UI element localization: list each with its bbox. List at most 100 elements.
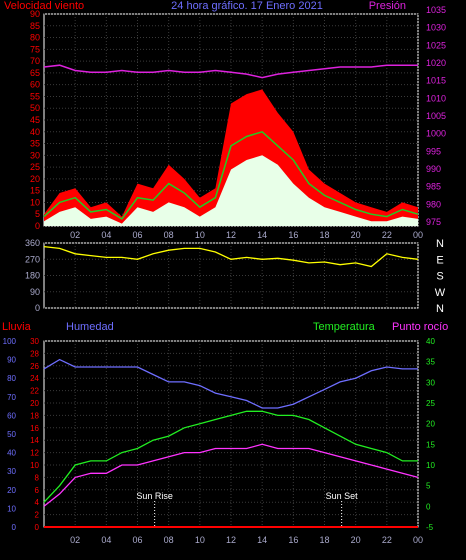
humidity-tick-label: 10 xyxy=(7,504,16,513)
humidity-line xyxy=(43,358,418,409)
humidity-tick-label: 60 xyxy=(7,411,16,420)
wind-tick-label: 10 xyxy=(30,197,40,207)
rain-tick-label: 16 xyxy=(30,424,39,433)
rain-tick-label: 6 xyxy=(35,486,40,495)
wind-tick-label: 5 xyxy=(35,209,40,219)
rain-tick-label: 30 xyxy=(30,337,39,346)
pressure-tick-label: 1000 xyxy=(426,129,446,139)
wind-tick-label: 65 xyxy=(30,68,40,78)
x-tick-label: 10 xyxy=(195,535,205,545)
x-tick-label: 04 xyxy=(101,230,111,240)
humidity-tick-label: 20 xyxy=(7,486,16,495)
wind-tick-label: 0 xyxy=(35,221,40,231)
x-tick-label: 18 xyxy=(319,535,329,545)
wind-tick-label: 60 xyxy=(30,80,40,90)
x-tick-label: 02 xyxy=(70,535,80,545)
wind-speed-label: Velocidad viento xyxy=(4,0,84,12)
wind-tick-label: 80 xyxy=(30,33,40,43)
compass-label: W xyxy=(435,287,446,299)
pressure-tick-label: 980 xyxy=(426,199,441,209)
rain-tick-label: 20 xyxy=(30,399,39,408)
temperature-tick-label: 10 xyxy=(426,461,435,470)
compass-label: S xyxy=(436,271,443,283)
humidity-tick-label: 100 xyxy=(3,337,17,346)
rain-tick-label: 8 xyxy=(35,473,40,482)
humidity-tick-label: 50 xyxy=(7,430,16,439)
pressure-tick-label: 1015 xyxy=(426,76,446,86)
wind-tick-label: 30 xyxy=(30,150,40,160)
x-tick-label: 16 xyxy=(288,230,298,240)
x-tick-label: 08 xyxy=(164,230,174,240)
rain-tick-label: 4 xyxy=(35,498,40,507)
temperature-tick-label: 0 xyxy=(426,502,431,511)
humidity-tick-label: 80 xyxy=(7,374,16,383)
direction-tick-label: 270 xyxy=(25,254,40,264)
rain-tick-label: 2 xyxy=(35,511,40,520)
temperature-tick-label: 40 xyxy=(426,337,435,346)
compass-label: E xyxy=(436,254,443,266)
direction-tick-label: 180 xyxy=(25,271,40,281)
pressure-line xyxy=(43,64,418,79)
x-tick-label: 16 xyxy=(288,535,298,545)
wind-tick-label: 90 xyxy=(30,9,40,19)
pressure-tick-label: 985 xyxy=(426,182,441,192)
x-tick-label: 00 xyxy=(413,535,423,545)
pressure-tick-label: 995 xyxy=(426,146,441,156)
x-tick-label: 14 xyxy=(257,535,267,545)
temperature-humidity-plot: 0102030405060708090100024681012141618202… xyxy=(3,337,436,545)
temperature-tick-label: 25 xyxy=(426,399,435,408)
rain-tick-label: 18 xyxy=(30,411,39,420)
rain-tick-label: 0 xyxy=(35,523,40,532)
pressure-tick-label: 990 xyxy=(426,164,441,174)
rain-label: Lluvia xyxy=(2,321,32,333)
rain-tick-label: 28 xyxy=(30,349,39,358)
wind-tick-label: 50 xyxy=(30,103,40,113)
temperature-tick-label: 30 xyxy=(426,378,435,387)
x-tick-label: 20 xyxy=(351,535,361,545)
compass-label: N xyxy=(436,303,444,315)
temperature-tick-label: 20 xyxy=(426,420,435,429)
x-tick-label: 02 xyxy=(70,230,80,240)
pressure-tick-label: 1010 xyxy=(426,93,446,103)
rain-tick-label: 24 xyxy=(30,374,39,383)
x-tick-label: 22 xyxy=(382,535,392,545)
wind-tick-label: 20 xyxy=(30,174,40,184)
temperature-tick-label: 15 xyxy=(426,440,435,449)
rain-tick-label: 12 xyxy=(30,449,39,458)
x-tick-label: 00 xyxy=(413,230,423,240)
dewpoint-label: Punto rocío xyxy=(392,321,448,333)
direction-tick-label: 360 xyxy=(25,238,40,248)
pressure-tick-label: 975 xyxy=(426,217,441,227)
rain-tick-label: 10 xyxy=(30,461,39,470)
pressure-tick-label: 1030 xyxy=(426,23,446,33)
compass-label: N xyxy=(436,238,444,250)
x-tick-label: 22 xyxy=(382,230,392,240)
pressure-tick-label: 1025 xyxy=(426,40,446,50)
pressure-tick-label: 1035 xyxy=(426,5,446,15)
rain-tick-label: 26 xyxy=(30,362,39,371)
rain-tick-label: 22 xyxy=(30,387,39,396)
chart-title: 24 hora gráfico. 17 Enero 2021 xyxy=(171,0,323,12)
wind-tick-label: 35 xyxy=(30,139,40,149)
x-tick-label: 06 xyxy=(132,230,142,240)
direction-tick-label: 0 xyxy=(35,303,40,313)
temperature-tick-label: -5 xyxy=(426,523,434,532)
wind-gust-area xyxy=(44,89,418,227)
rain-tick-label: 14 xyxy=(30,436,39,445)
x-tick-label: 08 xyxy=(164,535,174,545)
wind-average-line xyxy=(43,130,419,220)
wind-tick-label: 55 xyxy=(30,91,40,101)
temperature-line xyxy=(43,410,418,503)
x-tick-label: 04 xyxy=(101,535,111,545)
x-tick-label: 06 xyxy=(132,535,142,545)
pressure-label: Presión xyxy=(369,0,406,12)
wind-tick-label: 70 xyxy=(30,56,40,66)
sunrise-label: Sun Rise xyxy=(136,491,173,501)
sunset-label: Sun Set xyxy=(326,491,359,501)
humidity-tick-label: 70 xyxy=(7,393,16,402)
humidity-tick-label: 0 xyxy=(12,523,17,532)
wind-tick-label: 40 xyxy=(30,127,40,137)
